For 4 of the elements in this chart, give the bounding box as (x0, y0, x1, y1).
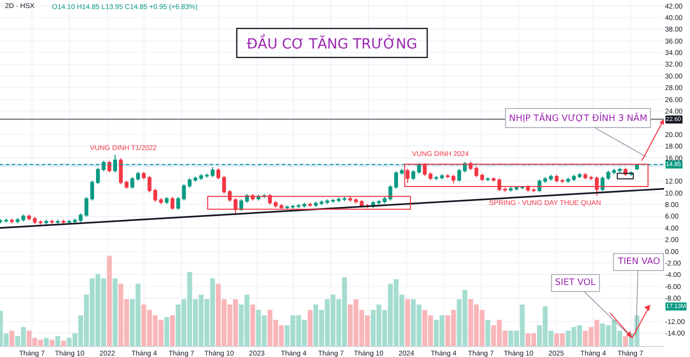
annotation: NHỊP TĂNG VƯỢT ĐỈNH 3 NĂM (509, 112, 648, 124)
annotation: TIEN VAO (617, 257, 660, 267)
text: ĐẦU CƠ TĂNG TRƯỞNG (246, 33, 418, 52)
annotation: SIET VOL (555, 278, 596, 288)
